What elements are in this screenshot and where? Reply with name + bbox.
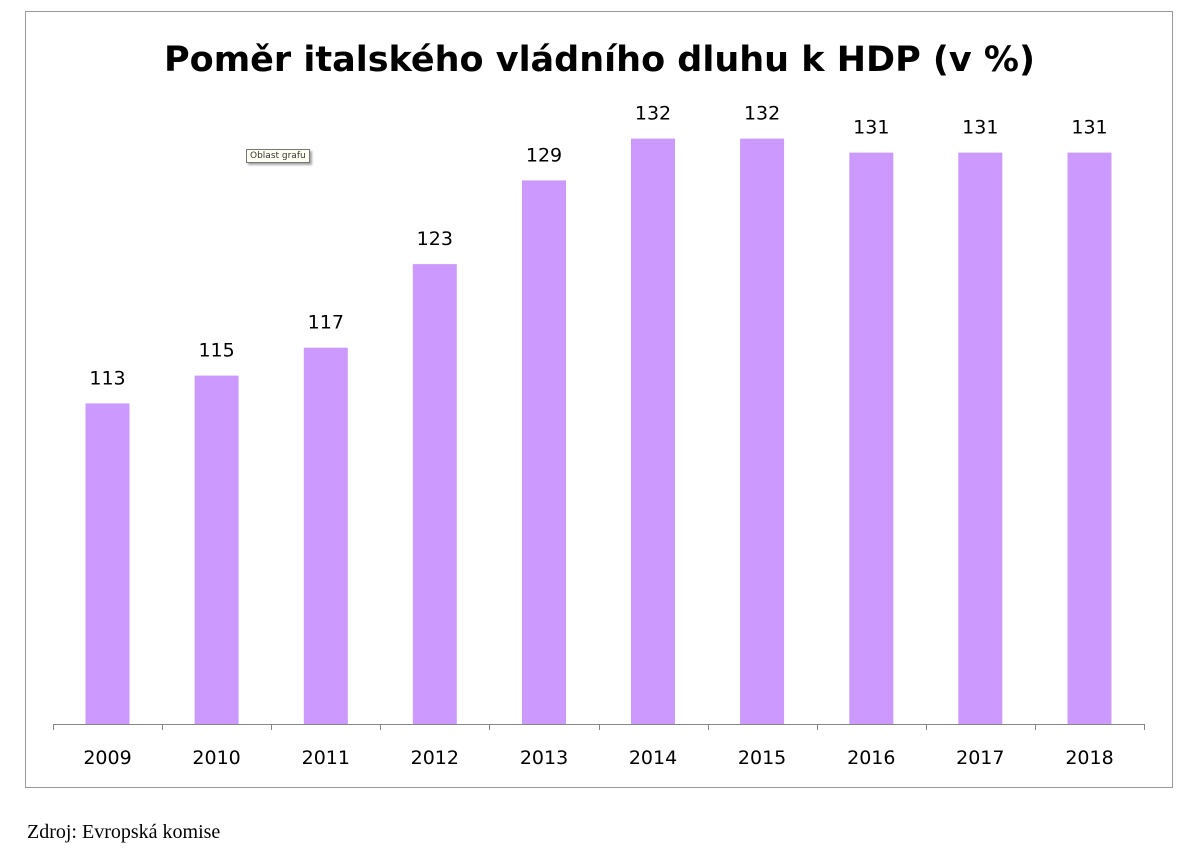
x-tick-label: 2018 xyxy=(1065,747,1113,769)
bar xyxy=(740,138,785,725)
bar xyxy=(85,403,130,724)
data-label: 131 xyxy=(1071,117,1107,139)
x-tick-label: 2014 xyxy=(629,747,677,769)
data-label: 123 xyxy=(417,228,453,250)
chart-area-tooltip: Oblast grafu xyxy=(246,149,310,163)
data-label: 132 xyxy=(635,103,671,125)
data-label: 117 xyxy=(308,312,344,334)
bar xyxy=(522,180,566,724)
data-label: 131 xyxy=(962,117,998,139)
x-tick-label: 2013 xyxy=(520,747,568,769)
x-tick-label: 2009 xyxy=(83,747,131,769)
chart-title: Poměr italského vládního dluhu k HDP (v … xyxy=(164,40,1035,80)
bar xyxy=(412,264,457,724)
x-tick-label: 2016 xyxy=(847,747,895,769)
bar xyxy=(849,152,894,725)
data-label: 131 xyxy=(853,117,889,139)
x-tick-label: 2010 xyxy=(192,747,240,769)
bar xyxy=(631,138,675,725)
source-note: Zdroj: Evropská komise xyxy=(27,821,221,843)
x-tick-label: 2015 xyxy=(738,747,786,769)
data-label: 132 xyxy=(744,103,780,125)
data-label: 113 xyxy=(89,367,125,389)
data-label: 115 xyxy=(198,340,234,362)
x-tick-label: 2017 xyxy=(956,747,1004,769)
data-label: 129 xyxy=(526,144,562,166)
x-tick-label: 2012 xyxy=(411,747,459,769)
x-tick-label: 2011 xyxy=(302,747,350,769)
bar xyxy=(1067,152,1112,725)
bar xyxy=(303,347,348,724)
bar xyxy=(958,152,1003,725)
bar xyxy=(194,375,239,724)
